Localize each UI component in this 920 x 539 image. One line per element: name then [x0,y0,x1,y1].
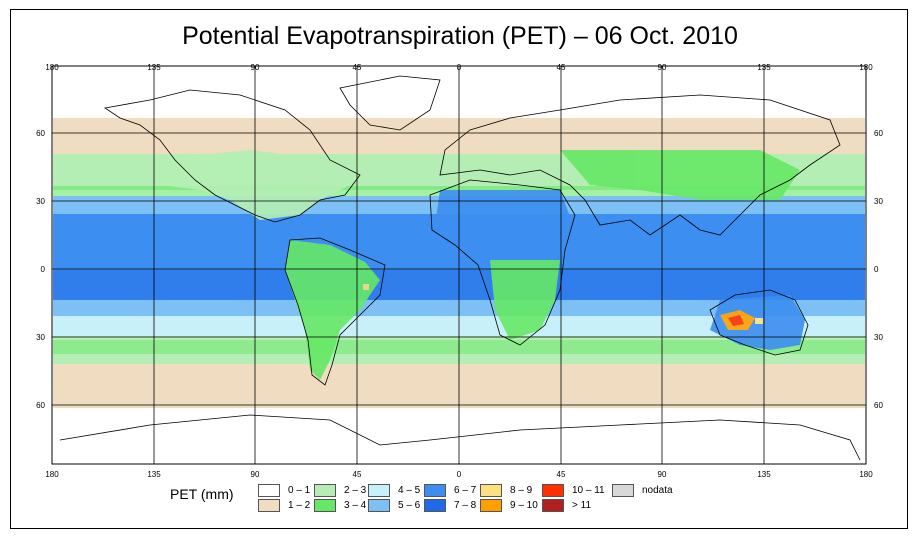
lon-top-label: 45 [557,63,566,72]
lon-bottom-label: 90 [658,470,667,479]
lon-top-label: 90 [251,63,260,72]
legend-label-0-1: 0 – 1 [288,485,311,496]
africa-coast [429,179,576,346]
legend-swatch-gt11 [542,499,564,512]
lon-top-label: 180 [859,63,873,72]
legend-label-3-4: 3 – 4 [344,500,367,511]
legend-swatch-8-9 [480,484,502,497]
legend-label-7-8: 7 – 8 [454,500,477,511]
graticule [51,66,866,464]
legend-swatch-7-8 [424,499,446,512]
legend-label-2-3: 2 – 3 [344,485,367,496]
lon-top-label: 90 [658,63,667,72]
legend-swatch-6-7 [424,484,446,497]
antarctica-coast [59,414,861,461]
legend-swatch-4-5 [368,484,390,497]
lat-right-label: 60 [874,129,883,138]
south-africa-land [490,260,560,340]
latitude-labels-right: 60 30 0 30 60 [874,129,883,410]
lat-right-label: 60 [874,401,883,410]
legend-label-6-7: 6 – 7 [454,485,477,496]
sahara-land [435,190,575,245]
legend-swatch-10-11 [542,484,564,497]
legend-label-1-2: 1 – 2 [288,500,311,511]
figure-frame [10,9,908,529]
legend-swatch-1-2 [258,499,280,512]
lat-left-label: 0 [41,265,46,274]
lon-top-label: 0 [457,63,462,72]
lon-bottom-label: 180 [45,470,59,479]
lon-top-label: 135 [147,63,161,72]
lat-right-label: 30 [874,333,883,342]
legend-label-10-11: 10 – 11 [572,485,605,496]
lon-bottom-label: 90 [251,470,260,479]
legend-swatch-0-1 [258,484,280,497]
lon-bottom-label: 180 [859,470,873,479]
lon-bottom-label: 45 [557,470,566,479]
greenland-coast [339,75,441,131]
latitude-labels-left: 60 30 0 30 60 [36,129,45,410]
south-america-coast [284,237,386,386]
legend-label-4-5: 4 – 5 [398,485,421,496]
legend-label-gt11: > 11 [572,500,591,511]
lon-bottom-label: 0 [457,470,462,479]
australia-coast [709,289,809,356]
lat-left-label: 30 [36,333,45,342]
legend-title: PET (mm) [170,486,234,502]
longitude-labels-top: 180 135 90 45 0 45 90 135 180 [45,63,873,72]
lon-bottom-label: 135 [757,470,771,479]
lat-left-label: 60 [36,129,45,138]
legend-label-9-10: 9 – 10 [510,500,538,511]
tick-marks [51,66,867,70]
legend-label-nodata: nodata [642,485,673,496]
lon-top-label: 180 [45,63,59,72]
lat-right-label: 30 [874,197,883,206]
australia-warm [755,318,763,324]
lon-top-label: 135 [757,63,771,72]
map-title: Potential Evapotranspiration (PET) – 06 … [182,22,738,50]
lat-left-label: 60 [36,401,45,410]
eurasia-coast [439,94,841,236]
legend-swatch-2-3 [314,484,336,497]
lon-top-label: 45 [353,63,362,72]
legend-swatch-9-10 [480,499,502,512]
australia-hottest [728,315,744,326]
legend-swatch-5-6 [368,499,390,512]
lat-right-label: 0 [874,265,879,274]
brazil-hotspot [363,284,369,290]
lat-left-label: 30 [36,197,45,206]
longitude-labels-bottom: 180 135 90 45 0 45 90 135 180 [45,470,873,479]
coastlines [59,75,861,461]
legend-swatch-3-4 [314,499,336,512]
legend-label-5-6: 5 – 6 [398,500,421,511]
lon-bottom-label: 45 [353,470,362,479]
legend-label-8-9: 8 – 9 [510,485,533,496]
lon-bottom-label: 135 [147,470,161,479]
asia-land [560,150,800,200]
legend-swatch-nodata [612,484,634,497]
